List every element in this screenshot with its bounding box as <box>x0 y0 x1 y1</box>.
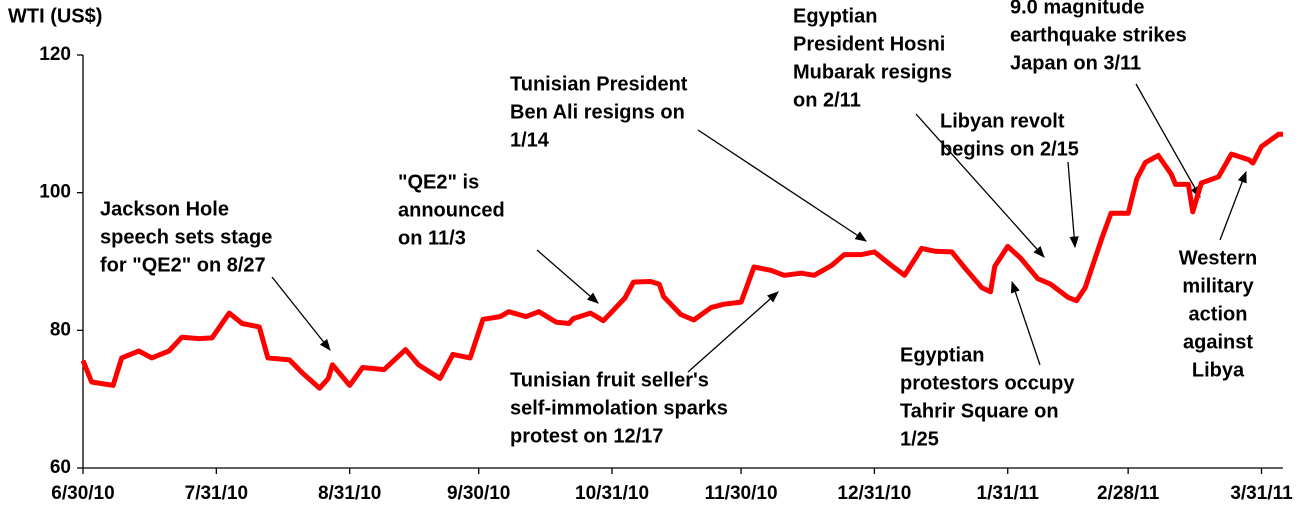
annotation: Jackson Hole <box>100 198 229 220</box>
annotation: Egyptian <box>900 344 984 366</box>
x-tick-label: 8/31/10 <box>318 483 381 504</box>
annotation: protest on 12/17 <box>510 425 663 447</box>
annotation: Libyan revolt <box>940 110 1065 132</box>
x-tick-label: 3/31/11 <box>1230 483 1293 504</box>
y-axis-label: WTI (US$) <box>8 5 102 27</box>
annotation: 9.0 magnitude <box>1010 0 1144 18</box>
annotation: speech sets stage <box>100 226 272 248</box>
x-tick-label: 6/30/10 <box>51 483 114 504</box>
x-tick-label: 9/30/10 <box>447 483 510 504</box>
y-tick-label: 60 <box>50 457 71 478</box>
annotation: Tunisian President <box>510 73 688 95</box>
annotation: 1/14 <box>510 129 550 151</box>
x-tick-label: 10/31/10 <box>575 483 649 504</box>
y-tick-label: 100 <box>39 182 71 203</box>
annotation: Tahrir Square on <box>900 400 1059 422</box>
annotation: self-immolation sparks <box>510 397 728 419</box>
annotation: Western <box>1179 247 1258 269</box>
price-line <box>80 131 1283 391</box>
annotation: 1/25 <box>900 428 939 450</box>
annotation: Japan on 3/11 <box>1010 52 1141 74</box>
annotation: action <box>1189 303 1248 325</box>
annotation: Tunisian fruit seller's <box>510 369 709 391</box>
annotation: announced <box>398 199 505 221</box>
annotation: military <box>1182 275 1254 297</box>
x-tick-label: 7/31/10 <box>185 483 248 504</box>
x-tick-label: 2/28/11 <box>1097 483 1160 504</box>
annotation: begins on 2/15 <box>940 138 1079 160</box>
annotation: Ben Ali resigns on <box>510 101 685 123</box>
annotation: earthquake strikes <box>1010 24 1187 46</box>
annotation: Libya <box>1192 359 1245 381</box>
annotation: Egyptian <box>793 5 877 27</box>
annotation: against <box>1183 331 1253 353</box>
arrows <box>271 83 1247 373</box>
x-tick-label: 12/31/10 <box>837 483 911 504</box>
y-tick-label: 120 <box>39 44 71 65</box>
annotation: President Hosni <box>793 33 945 55</box>
annotation: for "QE2" on 8/27 <box>100 254 266 276</box>
x-tick-label: 1/31/11 <box>977 483 1040 504</box>
annotation: Mubarak resigns <box>793 61 952 83</box>
annotation: protestors occupy <box>900 372 1075 394</box>
annotation: on 11/3 <box>398 227 466 249</box>
y-tick-label: 80 <box>50 319 71 340</box>
annotation: on 2/11 <box>793 89 861 111</box>
annotation: "QE2" is <box>398 171 479 193</box>
x-tick-label: 11/30/10 <box>705 483 778 504</box>
